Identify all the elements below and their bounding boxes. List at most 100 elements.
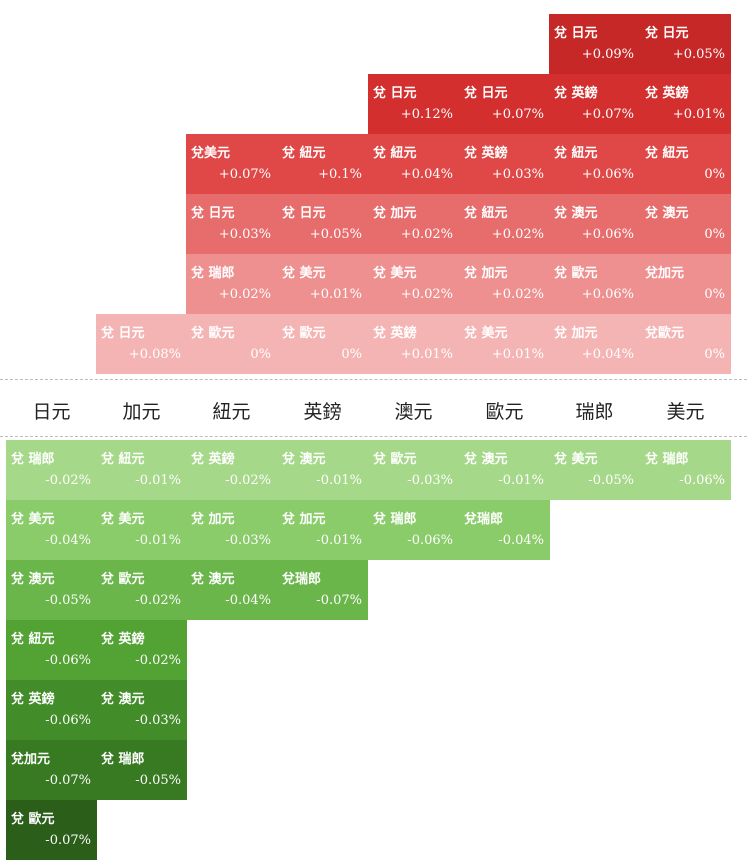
change-percent: +0.06% xyxy=(581,227,634,242)
pair-cell[interactable]: 兌 英鎊 +0.03% xyxy=(459,134,550,194)
pair-cell[interactable]: 兌 紐元 0% xyxy=(640,134,731,194)
pair-label: 兌 澳元 xyxy=(554,206,598,221)
pair-cell[interactable]: 兌 加元 +0.02% xyxy=(368,194,459,254)
pair-cell[interactable]: 兌 紐元 -0.06% xyxy=(6,620,97,680)
pair-cell[interactable]: 兌 澳元 -0.01% xyxy=(277,440,368,500)
pair-label: 兌 加元 xyxy=(373,206,417,221)
pair-label: 兌 美元 xyxy=(554,452,598,467)
pair-cell[interactable]: 兌 美元 +0.02% xyxy=(368,254,459,314)
change-percent: -0.04% xyxy=(45,533,91,548)
currency-label[interactable]: 澳元 xyxy=(394,401,433,423)
pair-cell[interactable]: 兌 歐元 +0.06% xyxy=(549,254,640,314)
pair-cell[interactable]: 兌瑞郎 -0.04% xyxy=(459,500,550,560)
pair-cell[interactable]: 兌 英鎊 -0.02% xyxy=(96,620,187,680)
pair-label: 兌 澳元 xyxy=(11,572,55,587)
pair-cell[interactable]: 兌 美元 +0.01% xyxy=(459,314,550,374)
change-percent: +0.05% xyxy=(672,47,725,62)
currency-label[interactable]: 瑞郎 xyxy=(575,401,614,423)
pair-cell[interactable]: 兌 英鎊 -0.02% xyxy=(186,440,277,500)
pair-cell[interactable]: 兌 澳元 -0.05% xyxy=(6,560,97,620)
pair-label: 兌 英鎊 xyxy=(645,86,689,101)
pair-cell[interactable]: 兌 加元 -0.01% xyxy=(277,500,368,560)
currency-label[interactable]: 歐元 xyxy=(485,401,524,423)
currency-label[interactable]: 美元 xyxy=(666,401,705,423)
pair-cell[interactable]: 兌歐元 0% xyxy=(640,314,731,374)
pair-cell[interactable]: 兌 日元 +0.05% xyxy=(277,194,368,254)
pair-cell[interactable]: 兌 紐元 +0.1% xyxy=(277,134,368,194)
pair-cell[interactable]: 兌 日元 +0.09% xyxy=(549,14,640,74)
pair-cell[interactable]: 兌 美元 -0.04% xyxy=(6,500,97,560)
pair-cell[interactable]: 兌加元 0% xyxy=(640,254,731,314)
pair-cell[interactable]: 兌 日元 +0.03% xyxy=(186,194,277,254)
pair-cell[interactable]: 兌 英鎊 +0.01% xyxy=(368,314,459,374)
pair-cell[interactable]: 兌 瑞郎 -0.02% xyxy=(6,440,97,500)
pair-cell[interactable]: 兌瑞郎 -0.07% xyxy=(277,560,368,620)
pair-cell[interactable]: 兌 美元 +0.01% xyxy=(277,254,368,314)
change-percent: +0.1% xyxy=(318,167,362,182)
pair-cell[interactable]: 兌 美元 -0.05% xyxy=(549,440,640,500)
pair-label: 兌 英鎊 xyxy=(191,452,235,467)
change-percent: +0.02% xyxy=(491,227,544,242)
pair-cell[interactable]: 兌 加元 +0.02% xyxy=(459,254,550,314)
change-percent: -0.03% xyxy=(135,713,181,728)
pair-cell[interactable]: 兌 瑞郎 -0.05% xyxy=(96,740,187,800)
pair-cell[interactable]: 兌 澳元 -0.04% xyxy=(186,560,277,620)
change-percent: -0.06% xyxy=(45,713,91,728)
pair-cell[interactable]: 兌 日元 +0.07% xyxy=(459,74,550,134)
pair-label: 兌 歐元 xyxy=(373,452,417,467)
pair-cell[interactable]: 兌 加元 -0.03% xyxy=(186,500,277,560)
pair-cell[interactable]: 兌美元 +0.07% xyxy=(186,134,277,194)
currency-label[interactable]: 日元 xyxy=(32,401,71,423)
pair-cell[interactable]: 兌 澳元 0% xyxy=(640,194,731,254)
pair-cell[interactable]: 兌 紐元 +0.04% xyxy=(368,134,459,194)
pair-label: 兌美元 xyxy=(191,146,231,161)
change-percent: +0.06% xyxy=(581,167,634,182)
pair-cell[interactable]: 兌 歐元 -0.02% xyxy=(96,560,187,620)
pair-label: 兌 日元 xyxy=(282,206,326,221)
pair-cell[interactable]: 兌 日元 +0.05% xyxy=(640,14,731,74)
pair-label: 兌 日元 xyxy=(373,86,417,101)
pair-cell[interactable]: 兌 紐元 -0.01% xyxy=(96,440,187,500)
pair-label: 兌 紐元 xyxy=(11,632,55,647)
pair-cell[interactable]: 兌 紐元 +0.06% xyxy=(549,134,640,194)
change-percent: -0.01% xyxy=(316,533,362,548)
change-percent: -0.02% xyxy=(225,473,271,488)
pair-cell[interactable]: 兌 歐元 -0.07% xyxy=(6,800,97,860)
currency-label[interactable]: 英鎊 xyxy=(303,401,342,423)
pair-cell[interactable]: 兌 紐元 +0.02% xyxy=(459,194,550,254)
pair-label: 兌 紐元 xyxy=(554,146,598,161)
change-percent: 0% xyxy=(341,347,362,362)
change-percent: -0.01% xyxy=(135,473,181,488)
currency-label[interactable]: 加元 xyxy=(122,401,161,423)
change-percent: +0.06% xyxy=(581,287,634,302)
pair-label: 兌 紐元 xyxy=(464,206,508,221)
pair-cell[interactable]: 兌 澳元 -0.01% xyxy=(459,440,550,500)
pair-cell[interactable]: 兌 日元 +0.08% xyxy=(96,314,187,374)
pair-label: 兌 美元 xyxy=(373,266,417,281)
pair-cell[interactable]: 兌 瑞郎 +0.02% xyxy=(186,254,277,314)
pair-cell[interactable]: 兌加元 -0.07% xyxy=(6,740,97,800)
pair-cell[interactable]: 兌 英鎊 +0.07% xyxy=(549,74,640,134)
pair-cell[interactable]: 兌 澳元 -0.03% xyxy=(96,680,187,740)
change-percent: -0.04% xyxy=(498,533,544,548)
pair-cell[interactable]: 兌 瑞郎 -0.06% xyxy=(368,500,459,560)
pair-label: 兌 歐元 xyxy=(282,326,326,341)
pair-cell[interactable]: 兌 歐元 0% xyxy=(277,314,368,374)
pair-cell[interactable]: 兌 日元 +0.12% xyxy=(368,74,459,134)
pair-label: 兌 日元 xyxy=(191,206,235,221)
change-percent: -0.05% xyxy=(135,773,181,788)
pair-cell[interactable]: 兌 美元 -0.01% xyxy=(96,500,187,560)
pair-label: 兌 加元 xyxy=(554,326,598,341)
pair-cell[interactable]: 兌 英鎊 +0.01% xyxy=(640,74,731,134)
pair-cell[interactable]: 兌 歐元 -0.03% xyxy=(368,440,459,500)
pair-cell[interactable]: 兌 瑞郎 -0.06% xyxy=(640,440,731,500)
change-percent: -0.07% xyxy=(316,593,362,608)
pair-cell[interactable]: 兌 澳元 +0.06% xyxy=(549,194,640,254)
change-percent: +0.01% xyxy=(672,107,725,122)
pair-label: 兌 瑞郎 xyxy=(11,452,55,467)
pair-label: 兌 英鎊 xyxy=(373,326,417,341)
pair-cell[interactable]: 兌 英鎊 -0.06% xyxy=(6,680,97,740)
pair-cell[interactable]: 兌 加元 +0.04% xyxy=(549,314,640,374)
currency-label[interactable]: 紐元 xyxy=(212,401,251,423)
pair-cell[interactable]: 兌 歐元 0% xyxy=(186,314,277,374)
